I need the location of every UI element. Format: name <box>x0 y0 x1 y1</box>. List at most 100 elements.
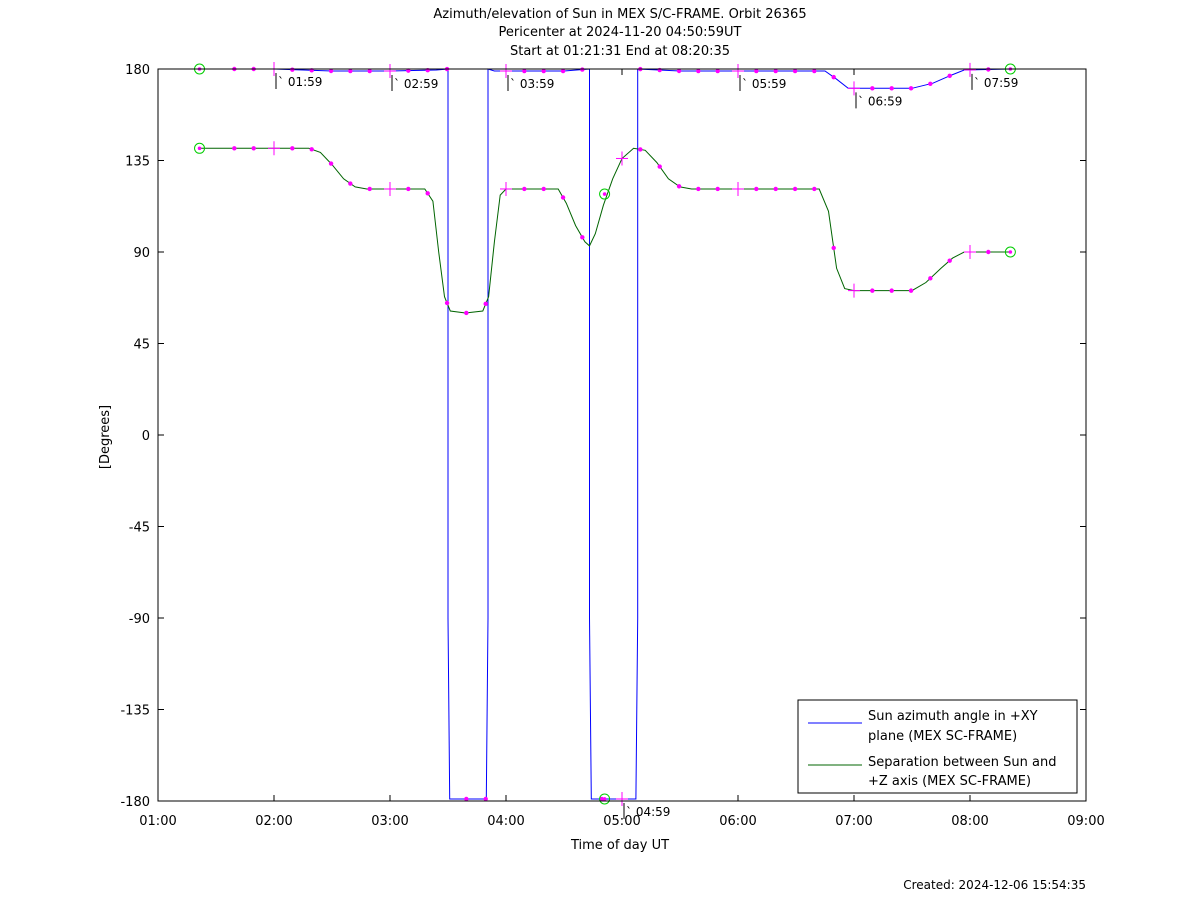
y-tick-label: 135 <box>125 155 150 170</box>
series-point-marker <box>754 68 759 74</box>
marker-layer: ` 01:59 ` 02:59 ` 03:59 ` 04:59 ` 05:59 ` 06:… <box>194 62 1018 819</box>
time-annotation-label: ` 02:59 <box>394 77 438 91</box>
endpoint-circle-marker <box>599 188 611 200</box>
series-point-marker <box>251 146 256 151</box>
series-point-marker <box>831 245 836 251</box>
series-point-marker <box>290 67 295 72</box>
time-annotation-label: ` 06:59 <box>858 94 902 108</box>
series-point-marker <box>696 68 701 74</box>
y-axis-label: [Degrees] <box>98 405 113 469</box>
series-point-marker <box>908 288 914 293</box>
x-tick-label: 06:00 <box>719 814 756 829</box>
x-tick-label: 01:00 <box>139 814 176 829</box>
x-tick-label: 04:00 <box>487 814 524 829</box>
series-point-marker <box>541 186 546 192</box>
series-point-marker <box>328 68 334 74</box>
series-point-marker <box>715 186 720 192</box>
x-tick-label: 02:00 <box>255 814 292 829</box>
series-point-marker <box>928 81 933 87</box>
y-tick-label: 45 <box>133 338 150 353</box>
time-annotation-label: ` 03:59 <box>510 77 554 91</box>
series-point-marker <box>908 86 914 91</box>
legend-label-azimuth-line-1: Sun azimuth angle in +XY <box>868 709 1038 724</box>
series-point-marker <box>870 288 875 293</box>
series-point-marker <box>580 67 585 72</box>
series-point-marker <box>986 249 991 255</box>
x-tick-label: 09:00 <box>1067 814 1104 829</box>
legend-box <box>797 699 1078 794</box>
chart-title-line-3: Start at 01:21:31 End at 08:20:35 <box>510 44 730 59</box>
series-line-0 <box>199 68 1011 800</box>
time-annotation-label: ` 05:59 <box>742 77 786 91</box>
y-tick-label: 180 <box>125 63 150 78</box>
series-point-marker <box>638 147 643 152</box>
series-point-marker <box>367 186 372 192</box>
series-point-marker <box>309 147 314 152</box>
legend: Sun azimuth angle in +XY plane (MEX SC-F… <box>797 699 1078 794</box>
x-tick-labels: 01:00 02:00 03:00 04:00 05:00 06:00 07:00 08:00… <box>139 814 1104 829</box>
series-point-marker <box>328 161 334 166</box>
endpoint-dot-marker <box>1008 250 1013 254</box>
series-point-marker <box>947 73 952 79</box>
series-point-marker <box>483 301 488 307</box>
series-point-marker <box>580 235 585 240</box>
series-line-1 <box>199 147 1011 314</box>
endpoint-dot-marker <box>602 797 607 801</box>
x-tick-label: 03:00 <box>371 814 408 829</box>
x-tick-label: 05:00 <box>603 814 640 829</box>
series-point-marker <box>831 74 836 80</box>
x-axis-label: Time of day UT <box>570 838 669 853</box>
endpoint-circle-marker <box>599 793 611 805</box>
series-point-marker <box>541 68 546 74</box>
series-point-marker <box>406 186 411 192</box>
series-point-marker <box>792 186 798 192</box>
time-annotation-label: ` 04:59 <box>626 805 670 819</box>
series-point-marker <box>290 146 295 151</box>
series-point-marker <box>348 68 353 74</box>
y-tick-label: -135 <box>120 704 150 719</box>
chart-title-line-2: Pericenter at 2024-11-20 04:50:59UT <box>498 25 741 40</box>
series-point-marker <box>522 68 527 74</box>
series-point-marker <box>599 796 604 802</box>
series-point-marker <box>928 276 933 281</box>
legend-label-azimuth-line-2: plane (MEX SC-FRAME) <box>868 729 1017 744</box>
series-point-marker <box>773 186 778 192</box>
endpoint-dot-marker <box>602 192 607 196</box>
series-point-marker <box>812 68 817 74</box>
series-point-marker <box>676 68 682 74</box>
series-point-marker <box>773 68 778 74</box>
created-footer: Created: 2024-12-06 15:54:35 <box>903 878 1086 892</box>
y-tick-label: -180 <box>120 795 150 810</box>
endpoint-circle-marker <box>1004 246 1016 258</box>
series-point-marker <box>483 796 488 802</box>
series-point-marker <box>348 181 353 186</box>
series-point-marker <box>425 191 430 196</box>
series-point-marker <box>947 258 952 263</box>
series-point-marker <box>522 186 527 192</box>
series-point-marker <box>560 68 566 74</box>
axis-ticks <box>157 68 1087 802</box>
series-point-marker <box>367 68 372 74</box>
y-tick-label: 90 <box>133 246 150 261</box>
series-point-marker <box>444 300 450 306</box>
series-point-marker <box>464 310 469 316</box>
time-annotation-label: ` 01:59 <box>278 75 322 89</box>
series-point-marker <box>889 288 894 293</box>
series-point-marker <box>406 68 411 73</box>
endpoint-circle-marker <box>194 142 206 154</box>
x-tick-label: 08:00 <box>951 814 988 829</box>
y-tick-label: -45 <box>129 521 150 536</box>
time-annotation-label: ` 07:59 <box>974 76 1018 90</box>
y-tick-label: -90 <box>129 612 150 627</box>
series-point-marker <box>754 186 759 192</box>
series-point-marker <box>232 146 237 151</box>
series-point-marker <box>676 184 682 189</box>
legend-label-separation-line-2: +Z axis (MEX SC-FRAME) <box>868 774 1031 789</box>
series-point-marker <box>560 195 566 200</box>
series-layer <box>199 68 1011 800</box>
series-point-marker <box>889 86 894 91</box>
chart-title-line-1: Azimuth/elevation of Sun in MEX S/C-FRAM… <box>433 7 806 22</box>
legend-label-separation-line-1: Separation between Sun and <box>868 755 1056 770</box>
y-tick-label: 0 <box>142 429 150 444</box>
